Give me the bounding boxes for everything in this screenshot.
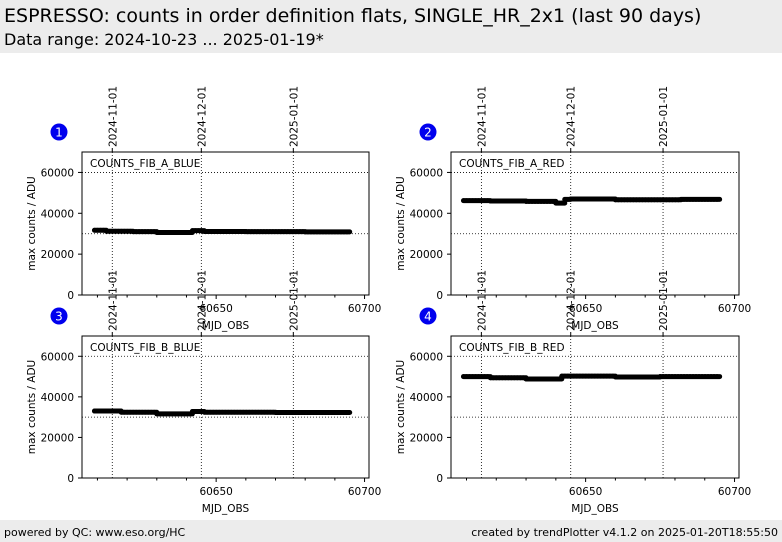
panel-2-y-tick-label: 20000: [410, 249, 443, 261]
panel-1-y-tick-label: 40000: [41, 208, 74, 220]
panel-3-number-badge-label: 3: [55, 310, 63, 324]
panel-3-x-axis-label: MJD_OBS: [202, 503, 250, 515]
panel-1-frame: [81, 151, 370, 296]
panel-4-y-tick-label: 60000: [410, 351, 443, 363]
panel-1-x-tick-label: 60700: [348, 303, 381, 315]
panel-4-date-tick-label: 2024-11-01: [476, 270, 488, 331]
panel-3-plot-area: [82, 336, 369, 478]
panel-4-y-axis-label: max counts / ADU: [395, 360, 407, 454]
footer-created: created by trendPlotter v4.1.2 on 2025-0…: [471, 526, 778, 539]
panel-4-number-badge: [419, 307, 437, 325]
header-band: ESPRESSO: counts in order definition fla…: [0, 0, 782, 53]
panel-2-x-tick-label: 60700: [718, 303, 751, 315]
panel-1-y-tick-label: 0: [67, 290, 74, 302]
panel-3-x-tick-label: 60700: [348, 486, 381, 498]
panel-3-y-tick-label: 60000: [41, 351, 74, 363]
panel-4-y-tick-label: 0: [436, 473, 443, 485]
panel-3-y-tick-label: 20000: [41, 432, 74, 444]
panel-2-number-badge-label: 2: [424, 126, 432, 140]
panel-4-number-badge-label: 4: [424, 310, 432, 324]
panel-2-plot-area: [451, 152, 739, 295]
panel-3-y-tick-label: 0: [67, 473, 74, 485]
panel-3-y-tick-label: 40000: [41, 392, 74, 404]
panel-3-date-tick-label: 2024-11-01: [107, 270, 119, 331]
footer-credit: powered by QC: www.eso.org/HC: [4, 526, 186, 539]
panel-1-y-tick-label: 20000: [41, 249, 74, 261]
panel-3-x-tick-label: 60650: [199, 486, 232, 498]
panel-2-y-tick-label: 0: [436, 290, 443, 302]
panel-4-x-tick-label: 60700: [718, 486, 751, 498]
panel-4-y-tick-label: 40000: [410, 392, 443, 404]
panel-4-x-axis-label: MJD_OBS: [571, 503, 619, 515]
panel-2-date-tick-label: 2025-01-01: [658, 86, 670, 147]
panel-4-data-point: [714, 374, 720, 379]
panel-2-frame: [450, 151, 740, 296]
panel-3-series-label: COUNTS_FIB_B_BLUE: [90, 342, 200, 354]
panel-3-number-badge: [50, 307, 68, 325]
panel-1-y-tick-label: 60000: [41, 167, 74, 179]
panel-2-data-point: [559, 200, 565, 206]
panel-4-y-tick-label: 20000: [410, 432, 443, 444]
panel-4-date-tick-label: 2024-12-01: [566, 270, 578, 331]
panel-3-data-point: [345, 410, 350, 415]
panel-2-y-tick-label: 40000: [410, 208, 443, 220]
panel-1-y-axis-label: max counts / ADU: [26, 176, 38, 270]
panel-1-data-point: [344, 229, 350, 235]
page-title: ESPRESSO: counts in order definition fla…: [4, 5, 702, 27]
panel-4-x-tick-label: 60650: [569, 486, 602, 498]
panel-1-plot-area: [82, 152, 369, 295]
panel-4-series-label: COUNTS_FIB_B_RED: [459, 342, 565, 354]
panel-2-date-tick-label: 2024-11-01: [476, 86, 488, 147]
panel-1-date-tick-label: 2024-11-01: [107, 86, 119, 147]
panel-3-date-tick-label: 2025-01-01: [288, 270, 300, 331]
panel-3-date-tick-label: 2024-12-01: [196, 270, 208, 331]
panel-3-y-axis-label: max counts / ADU: [26, 360, 38, 454]
panel-4-frame: [450, 335, 740, 479]
panel-2-date-tick-label: 2024-12-01: [566, 86, 578, 147]
page-subtitle: Data range: 2024-10-23 ... 2025-01-19*: [4, 30, 324, 49]
panel-2-series-label: COUNTS_FIB_A_RED: [459, 158, 565, 170]
panel-2-y-tick-label: 60000: [410, 167, 443, 179]
panel-1-x-axis-label: MJD_OBS: [202, 320, 250, 332]
panel-1-x-tick-label: 60650: [199, 303, 232, 315]
panel-1-date-tick-label: 2024-12-01: [196, 86, 208, 147]
chart-grid: 2024-11-01 2024-12-01 2025-01-010200004000…: [26, 86, 751, 515]
panel-4-date-tick-label: 2025-01-01: [658, 270, 670, 331]
panel-3-frame: [81, 335, 370, 479]
panel-1-number-badge-label: 1: [55, 126, 63, 140]
panel-1-series-label: COUNTS_FIB_A_BLUE: [90, 158, 200, 170]
panel-2-x-axis-label: MJD_OBS: [571, 320, 619, 332]
panel-1-number-badge: [50, 123, 68, 141]
panel-2-x-tick-label: 60650: [569, 303, 602, 315]
panel-2-data-point: [714, 196, 720, 202]
panel-2-number-badge: [419, 123, 437, 141]
panel-2-y-axis-label: max counts / ADU: [395, 176, 407, 270]
panel-4-plot-area: [451, 336, 739, 478]
panel-1-date-tick-label: 2025-01-01: [288, 86, 300, 147]
footer-band: powered by QC: www.eso.org/HC created by…: [0, 520, 782, 542]
